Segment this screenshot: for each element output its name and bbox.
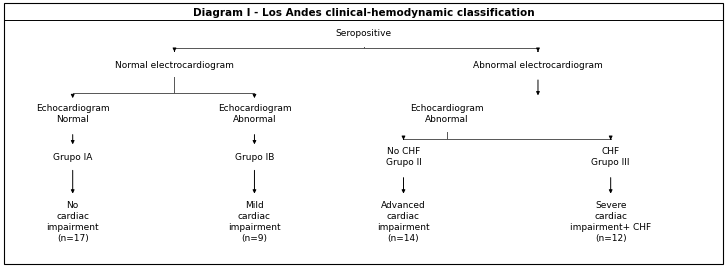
Text: Echocardiogram
Abnormal: Echocardiogram Abnormal: [217, 104, 292, 124]
Text: Normal electrocardiogram: Normal electrocardiogram: [115, 61, 234, 70]
Text: Grupo IB: Grupo IB: [235, 153, 274, 162]
Text: Abnormal electrocardiogram: Abnormal electrocardiogram: [473, 61, 603, 70]
Text: Diagram I - Los Andes clinical-hemodynamic classification: Diagram I - Los Andes clinical-hemodynam…: [193, 8, 534, 18]
Text: Echocardiogram
Abnormal: Echocardiogram Abnormal: [410, 104, 484, 124]
Text: Grupo IA: Grupo IA: [53, 153, 92, 162]
Text: Seropositive: Seropositive: [335, 29, 392, 38]
Text: No CHF
Grupo II: No CHF Grupo II: [385, 147, 422, 167]
Text: Mild
cardiac
impairment
(n=9): Mild cardiac impairment (n=9): [228, 201, 281, 243]
Text: Echocardiogram
Normal: Echocardiogram Normal: [36, 104, 110, 124]
Text: No
cardiac
impairment
(n=17): No cardiac impairment (n=17): [47, 201, 99, 243]
Text: Advanced
cardiac
impairment
(n=14): Advanced cardiac impairment (n=14): [377, 201, 430, 243]
Text: Severe
cardiac
impairment+ CHF
(n=12): Severe cardiac impairment+ CHF (n=12): [570, 201, 651, 243]
Text: CHF
Grupo III: CHF Grupo III: [592, 147, 630, 167]
